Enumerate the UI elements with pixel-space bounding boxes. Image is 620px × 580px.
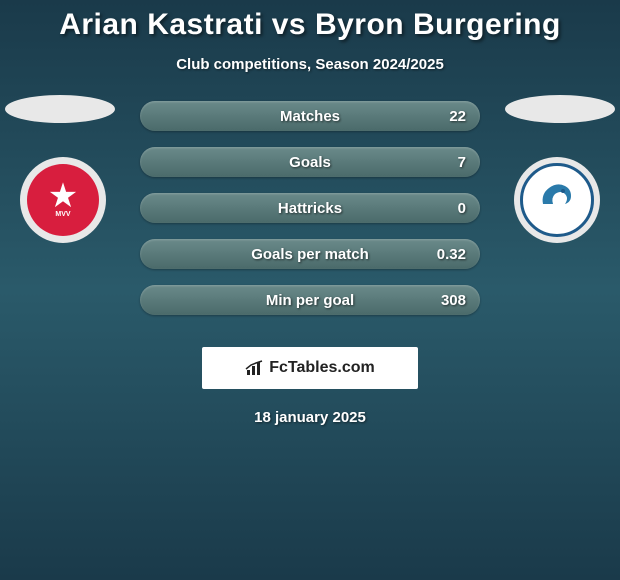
stat-value: 22 [449,108,466,125]
stat-label: Min per goal [266,292,354,309]
stats-rows: Matches 22 Goals 7 Hattricks 0 Goals per… [140,101,480,331]
stat-row-matches: Matches 22 [140,101,480,131]
stat-row-goals-per-match: Goals per match 0.32 [140,239,480,269]
stat-label: Matches [280,108,340,125]
subtitle: Club competitions, Season 2024/2025 [0,56,620,73]
date-text: 18 january 2025 [0,409,620,426]
player-avatar-right [505,95,615,123]
mvv-badge: ★ MVV [27,164,99,236]
brand-text: FcTables.com [269,359,375,377]
stat-label: Goals [289,154,331,171]
dragon-icon [535,174,579,227]
stat-label: Goals per match [251,246,369,263]
club-logo-right [514,157,600,243]
club-logo-left: ★ MVV [20,157,106,243]
stat-value: 0.32 [437,246,466,263]
content-area: ★ MVV Matches 22 Goals 7 [0,101,620,331]
player-avatar-left [5,95,115,123]
chart-icon [245,360,265,376]
stat-value: 308 [441,292,466,309]
mvv-name: MVV [55,211,70,218]
stat-value: 7 [458,154,466,171]
brand-box[interactable]: FcTables.com [202,347,418,389]
stat-label: Hattricks [278,200,342,217]
page-title: Arian Kastrati vs Byron Burgering [0,8,620,42]
stat-row-min-per-goal: Min per goal 308 [140,285,480,315]
comparison-card: Arian Kastrati vs Byron Burgering Club c… [0,0,620,426]
denbosch-badge [520,163,594,237]
stat-row-hattricks: Hattricks 0 [140,193,480,223]
stat-value: 0 [458,200,466,217]
star-icon: ★ [48,179,78,213]
stat-row-goals: Goals 7 [140,147,480,177]
